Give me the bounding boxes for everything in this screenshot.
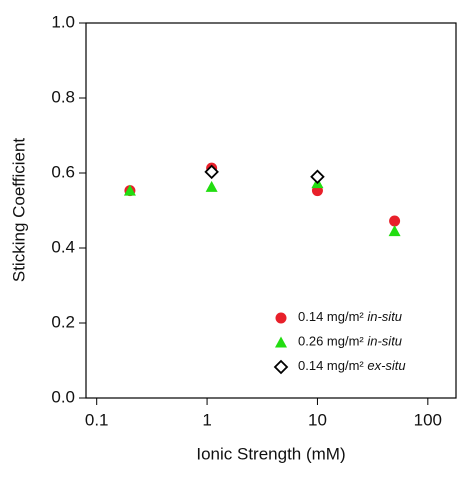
x-tick-label: 100 [414, 410, 442, 429]
legend-text: ex-situ [367, 358, 405, 373]
legend-text: 0.14 mg/m² [298, 358, 367, 373]
legend-marker [275, 336, 287, 348]
y-axis-label: Sticking Coefficient [9, 138, 28, 283]
legend-label: 0.14 mg/m² ex-situ [298, 358, 406, 373]
data-point [310, 169, 325, 185]
y-tick-label: 0.6 [51, 162, 75, 181]
legend-text: 0.26 mg/m² [298, 334, 367, 349]
x-tick-label: 10 [308, 410, 327, 429]
x-tick-label: 1 [202, 410, 211, 429]
legend-label: 0.26 mg/m² in-situ [298, 334, 402, 349]
legend-text: 0.14 mg/m² [298, 309, 367, 324]
y-tick-label: 1.0 [51, 12, 75, 31]
legend-marker [275, 312, 287, 324]
data-point [123, 184, 136, 196]
legend-text: in-situ [367, 334, 402, 349]
data-point [204, 164, 219, 180]
y-tick-label: 0.4 [51, 237, 75, 256]
data-point [388, 225, 401, 237]
data-point [389, 215, 401, 227]
legend-text: in-situ [367, 309, 402, 324]
plot-frame [85, 22, 457, 399]
x-axis-label: Ionic Strength (mM) [196, 444, 345, 463]
data-point [205, 180, 218, 192]
y-tick-label: 0.0 [51, 387, 75, 406]
x-tick-label: 0.1 [85, 410, 109, 429]
y-tick-label: 0.2 [51, 312, 75, 331]
legend-marker [273, 359, 289, 375]
legend-label: 0.14 mg/m² in-situ [298, 309, 402, 324]
y-tick-label: 0.8 [51, 87, 75, 106]
